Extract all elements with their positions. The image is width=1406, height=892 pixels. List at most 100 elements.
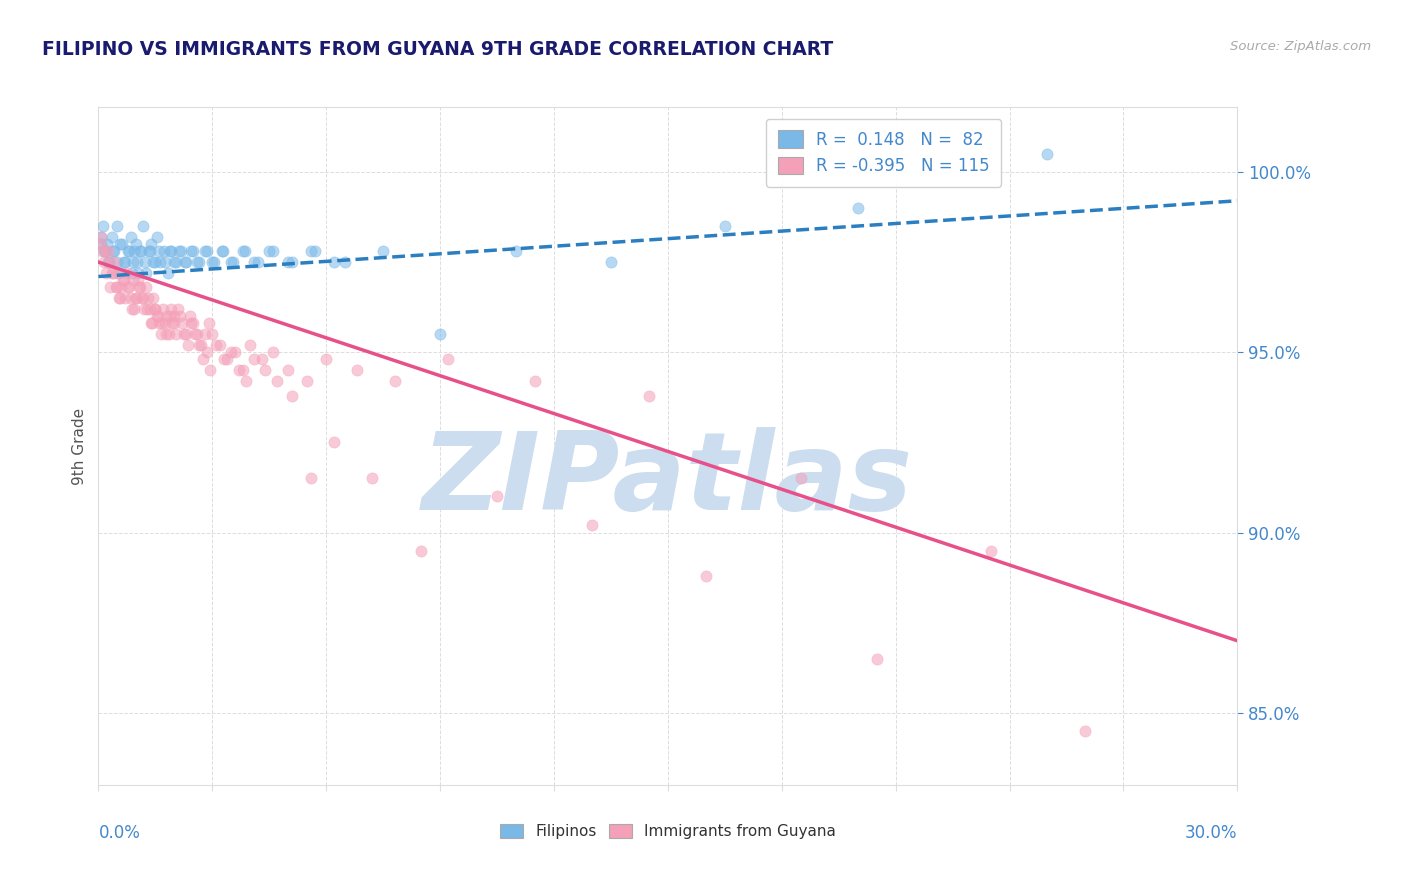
Point (114, 255, 136, 269)
Point (201, 255, 224, 269)
Point (581, 518, 603, 533)
Point (162, 317, 184, 331)
Point (152, 301, 174, 316)
Point (121, 301, 143, 316)
Point (371, 244, 394, 259)
Point (163, 309, 186, 323)
Point (89, 237, 111, 252)
Point (132, 301, 155, 316)
Point (136, 301, 159, 316)
Point (179, 309, 201, 323)
Point (105, 255, 128, 269)
Point (93, 244, 115, 259)
Point (93, 255, 115, 269)
Point (100, 266, 122, 280)
Y-axis label: 9th Grade: 9th Grade (72, 408, 87, 484)
Point (90, 230, 112, 244)
Point (277, 255, 299, 269)
Point (188, 255, 211, 269)
Point (262, 345, 284, 359)
Point (124, 291, 146, 305)
Point (152, 244, 174, 259)
Point (505, 244, 527, 259)
Point (304, 244, 326, 259)
Point (411, 543, 433, 558)
Point (90, 237, 112, 252)
Point (94, 244, 117, 259)
Point (195, 244, 218, 259)
Point (105, 280, 128, 294)
Point (118, 244, 141, 259)
Point (107, 219, 129, 233)
Point (98, 255, 121, 269)
Point (212, 244, 235, 259)
Point (104, 280, 127, 294)
Point (108, 266, 131, 280)
Point (100, 230, 122, 244)
Point (212, 352, 235, 367)
Text: Source: ZipAtlas.com: Source: ZipAtlas.com (1230, 40, 1371, 54)
Point (153, 317, 176, 331)
Point (134, 255, 156, 269)
Point (160, 244, 183, 259)
Point (149, 255, 172, 269)
Point (211, 244, 233, 259)
Point (194, 327, 217, 342)
Point (121, 266, 143, 280)
Point (232, 244, 254, 259)
Point (346, 363, 368, 377)
Point (250, 352, 273, 367)
Point (111, 237, 134, 252)
Point (695, 569, 717, 583)
Point (127, 255, 149, 269)
Point (117, 280, 139, 294)
Point (184, 327, 207, 342)
Point (183, 317, 205, 331)
Text: ZIPatlas: ZIPatlas (422, 427, 914, 533)
Point (131, 291, 153, 305)
Point (205, 338, 228, 352)
Point (191, 352, 214, 367)
Point (299, 471, 322, 485)
Point (112, 273, 135, 287)
Point (91, 219, 114, 233)
Point (157, 327, 180, 342)
Point (1074, 723, 1097, 738)
Point (135, 280, 157, 294)
Point (138, 244, 160, 259)
Point (201, 327, 224, 342)
Point (138, 301, 160, 316)
Point (136, 291, 159, 305)
Point (110, 237, 132, 252)
Point (335, 255, 357, 269)
Point (186, 327, 208, 342)
Point (243, 255, 266, 269)
Point (94, 244, 117, 259)
Point (142, 255, 165, 269)
Point (103, 244, 125, 259)
Point (132, 291, 155, 305)
Point (224, 345, 246, 359)
Point (112, 273, 135, 287)
Point (195, 345, 218, 359)
Point (233, 244, 256, 259)
Point (96, 237, 118, 252)
Point (128, 280, 150, 294)
Point (120, 230, 142, 244)
Point (176, 255, 198, 269)
Legend: Filipinos, Immigrants from Guyana: Filipinos, Immigrants from Guyana (494, 818, 842, 845)
Point (108, 291, 131, 305)
Point (143, 255, 166, 269)
Point (243, 352, 266, 367)
Point (299, 244, 322, 259)
Text: 0.0%: 0.0% (98, 824, 141, 842)
Point (97, 255, 120, 269)
Point (384, 374, 406, 388)
Point (162, 317, 184, 331)
Point (221, 345, 243, 359)
Point (186, 255, 208, 269)
Point (127, 266, 149, 280)
Point (122, 255, 145, 269)
Point (138, 244, 160, 259)
Point (266, 374, 288, 388)
